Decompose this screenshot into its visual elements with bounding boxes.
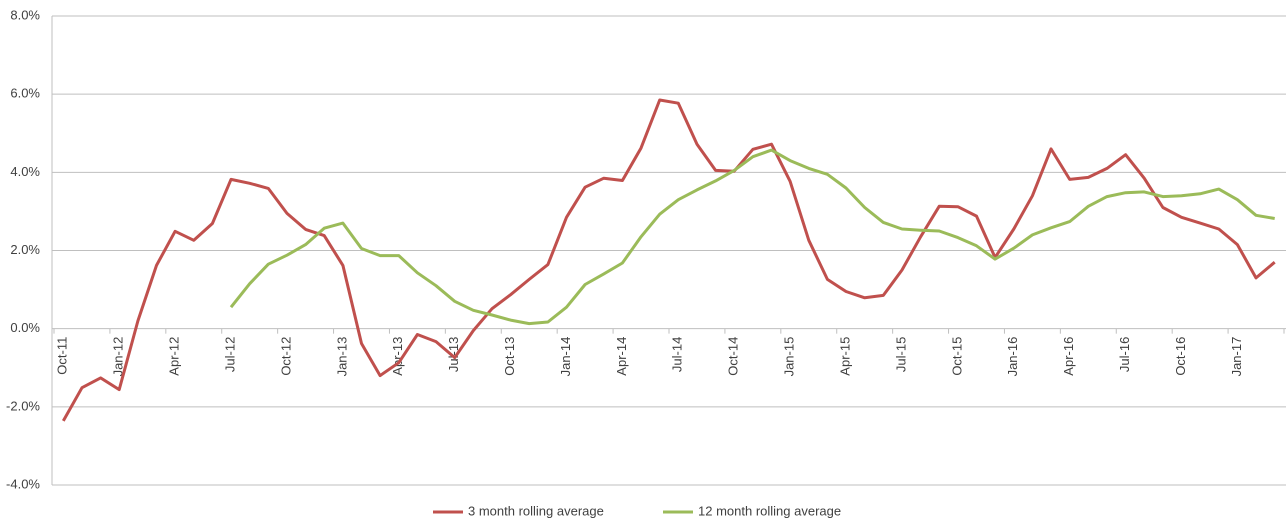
x-tick-label: Jan-12 (111, 337, 126, 377)
x-tick-label: Jan-17 (1229, 337, 1244, 377)
x-tick-label: Jul-14 (670, 337, 685, 372)
y-tick-label: 8.0% (10, 7, 40, 22)
x-tick-label: Oct-14 (726, 337, 741, 376)
x-tick-label: Oct-11 (55, 337, 70, 375)
x-tick-label: Jan-14 (558, 337, 573, 377)
y-tick-label: 0.0% (10, 320, 40, 335)
series-line (61, 98, 1276, 422)
x-tick-label: Apr-12 (167, 337, 182, 376)
x-tick-label: Jul-15 (893, 337, 908, 372)
x-tick-label: Apr-15 (837, 337, 852, 376)
x-tick-label: Apr-14 (614, 337, 629, 376)
x-tick-label: Jul-16 (1117, 337, 1132, 372)
x-tick-label: Apr-16 (1061, 337, 1076, 376)
x-tick-label: Oct-13 (502, 337, 517, 376)
legend-label: 12 month rolling average (698, 503, 841, 518)
y-tick-label: 4.0% (10, 164, 40, 179)
legend-label: 3 month rolling average (468, 503, 604, 518)
x-tick-label: Oct-15 (949, 337, 964, 376)
x-tick-label: Oct-16 (1173, 337, 1188, 376)
y-tick-label: -4.0% (6, 476, 40, 491)
series-line (229, 148, 1275, 326)
x-tick-label: Jan-13 (334, 337, 349, 377)
x-tick-label: Jan-15 (782, 337, 797, 377)
y-tick-label: 6.0% (10, 86, 40, 101)
x-tick-label: Jul-12 (222, 337, 237, 372)
x-tick-label: Oct-12 (278, 337, 293, 376)
y-tick-label: -2.0% (6, 398, 40, 413)
x-tick-label: Jan-16 (1005, 337, 1020, 377)
y-tick-label: 2.0% (10, 242, 40, 257)
x-tick-label: Jul-13 (446, 337, 461, 372)
